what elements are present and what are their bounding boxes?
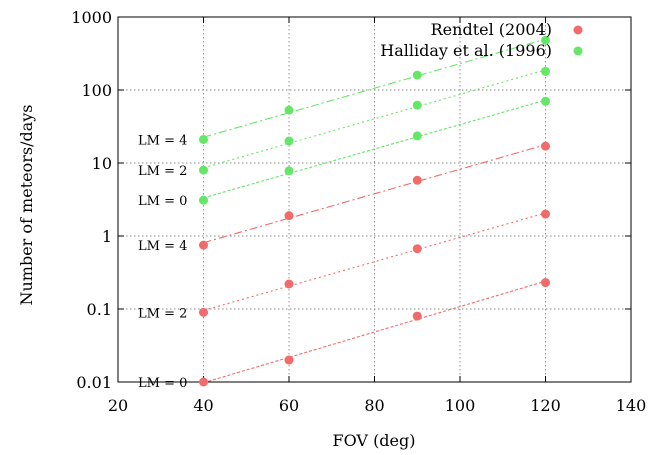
group-label: LM = 2 xyxy=(138,306,187,321)
x-tick-label: 40 xyxy=(193,396,213,415)
data-point xyxy=(412,131,422,141)
x-tick-label: 120 xyxy=(530,396,561,415)
data-point xyxy=(541,35,550,45)
data-point xyxy=(284,105,294,115)
data-point xyxy=(284,136,294,146)
data-point xyxy=(199,377,208,387)
group-label: LM = 2 xyxy=(138,164,187,179)
axis-ticks-layer: 20 40 60 80 100 120 140 0.01 0.1 1 10 100 1000 xyxy=(71,8,646,415)
legend-marker xyxy=(573,46,583,56)
data-point xyxy=(284,166,294,176)
group-label: LM = 4 xyxy=(138,239,187,254)
x-tick-label: 20 xyxy=(108,396,128,415)
legend-label: Halliday et al. (1996) xyxy=(380,41,552,60)
group-labels-layer: LM = 4 LM = 2 LM = 0 LM = 4 LM = 2 LM = 0 xyxy=(138,133,187,391)
x-tick-label: 140 xyxy=(616,396,647,415)
x-tick-label: 80 xyxy=(364,396,384,415)
y-tick-label: 0.1 xyxy=(87,300,112,319)
fit-line xyxy=(203,212,546,311)
y-tick-label: 1000 xyxy=(71,8,112,27)
grid-layer xyxy=(118,17,631,382)
data-point xyxy=(199,240,208,250)
data-point xyxy=(412,244,422,254)
group-label: LM = 4 xyxy=(138,133,187,148)
data-point xyxy=(541,209,550,219)
y-tick-label: 10 xyxy=(92,154,112,173)
fit-line xyxy=(203,280,546,384)
data-point xyxy=(541,66,550,76)
data-point xyxy=(199,134,208,144)
data-point xyxy=(412,70,422,80)
x-tick-label: 60 xyxy=(279,396,299,415)
data-point xyxy=(199,307,208,317)
plot-frame xyxy=(117,16,632,383)
data-point xyxy=(412,100,422,110)
fit-line xyxy=(203,69,546,169)
data-point xyxy=(541,96,550,106)
data-point xyxy=(284,355,294,365)
legend-label: Rendtel (2004) xyxy=(431,20,552,39)
data-point xyxy=(412,311,422,321)
fit-line xyxy=(203,38,546,138)
group-label: LM = 0 xyxy=(138,376,187,391)
data-point xyxy=(541,141,550,151)
data-point xyxy=(284,211,294,221)
x-tick-label: 100 xyxy=(445,396,476,415)
fit-line xyxy=(203,99,546,199)
data-point xyxy=(541,278,550,288)
data-points-layer xyxy=(199,35,550,387)
x-axis-label: FOV (deg) xyxy=(332,431,415,450)
data-point xyxy=(284,279,294,289)
group-label: LM = 0 xyxy=(138,194,187,209)
data-point xyxy=(199,165,208,175)
legend-marker xyxy=(573,25,583,35)
data-point xyxy=(199,195,208,205)
plot-frame-layer xyxy=(117,16,632,383)
legend: Rendtel (2004) Halliday et al. (1996) xyxy=(380,20,583,60)
y-tick-label: 0.01 xyxy=(76,373,112,392)
fit-line xyxy=(203,144,546,244)
data-point xyxy=(412,175,422,185)
fit-lines-layer xyxy=(203,38,546,384)
y-tick-label: 100 xyxy=(81,81,112,100)
y-tick-label: 1 xyxy=(102,227,112,246)
y-axis-label: Number of meteors/days xyxy=(17,104,36,305)
